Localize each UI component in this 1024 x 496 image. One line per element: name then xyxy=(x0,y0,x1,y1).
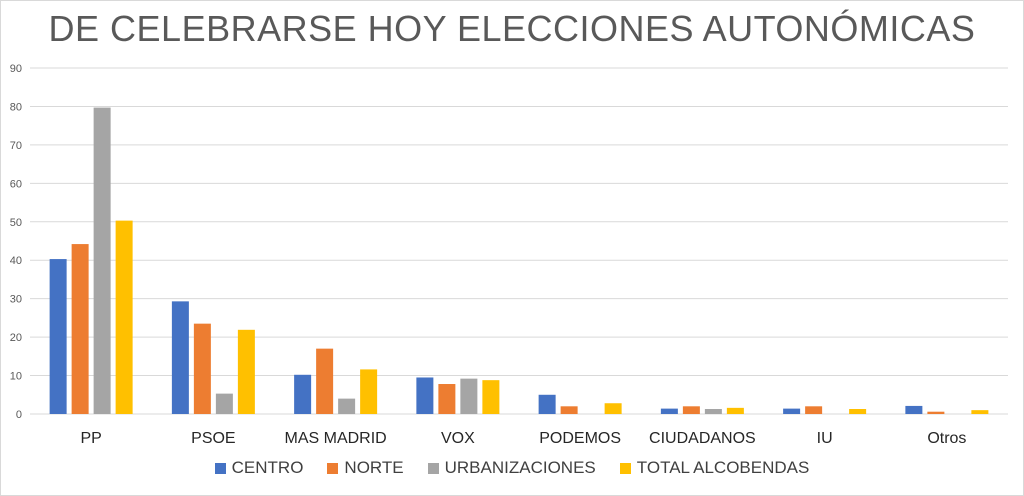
category-label: CIUDADANOS xyxy=(649,430,756,447)
bar-centro xyxy=(294,374,312,414)
bar-centro xyxy=(660,408,678,414)
bar-urbanizaciones xyxy=(338,398,356,414)
legend-item: TOTAL ALCOBENDAS xyxy=(619,458,810,478)
legend-item: CENTRO xyxy=(214,458,304,478)
legend-swatch xyxy=(214,462,226,474)
gridlines xyxy=(30,67,1008,415)
category-label: IU xyxy=(817,430,833,447)
y-tick-label: 50 xyxy=(10,217,22,229)
y-tick-label: 60 xyxy=(10,178,22,190)
bar-norte xyxy=(438,384,456,414)
bar-norte xyxy=(927,411,945,414)
category-label: Otros xyxy=(927,430,966,447)
bar-urbanizaciones xyxy=(704,409,722,414)
legend: CENTRO NORTE URBANIZACIONES TOTAL ALCOBENDA… xyxy=(0,458,1024,478)
category-label: PP xyxy=(80,430,101,447)
y-tick-label: 40 xyxy=(10,255,22,267)
legend-swatch xyxy=(327,462,339,474)
legend-label: CENTRO xyxy=(231,458,304,477)
y-axis-ticks: 0 10 20 30 40 50 60 70 80 90 xyxy=(10,63,22,421)
y-tick-label: 20 xyxy=(10,332,22,344)
bar-centro xyxy=(783,408,801,414)
bar-centro xyxy=(171,301,189,414)
bar-total-alcobendas xyxy=(360,369,378,414)
bar-total-alcobendas xyxy=(115,220,133,414)
bar-total-alcobendas xyxy=(237,329,255,414)
bar-centro xyxy=(905,405,923,414)
bar-urbanizaciones xyxy=(460,378,478,414)
bar-total-alcobendas xyxy=(971,410,989,414)
legend-item: NORTE xyxy=(327,458,404,478)
legend-label: NORTE xyxy=(344,458,404,477)
bar-norte xyxy=(560,406,578,414)
chart-title: DE CELEBRARSE HOY ELECCIONES AUTONÓMICAS xyxy=(48,8,976,49)
category-label: PODEMOS xyxy=(539,430,621,447)
bar-norte xyxy=(193,323,211,414)
bar-total-alcobendas xyxy=(849,409,867,414)
bar-norte xyxy=(805,406,823,414)
bar-urbanizaciones xyxy=(93,107,111,414)
legend-swatch xyxy=(619,462,631,474)
category-label: MAS MADRID xyxy=(285,430,387,447)
y-tick-label: 80 xyxy=(10,101,22,113)
y-tick-label: 10 xyxy=(10,371,22,383)
bar-norte xyxy=(71,244,89,414)
y-tick-label: 0 xyxy=(16,409,22,421)
bar-norte xyxy=(682,406,700,414)
legend-swatch xyxy=(427,462,439,474)
bars xyxy=(49,107,989,414)
bar-centro xyxy=(538,394,556,414)
y-tick-label: 90 xyxy=(10,63,22,75)
bar-norte xyxy=(316,348,334,414)
y-tick-label: 70 xyxy=(10,140,22,152)
legend-item: URBANIZACIONES xyxy=(427,458,596,478)
bar-centro xyxy=(416,377,434,414)
x-axis-categories: PP PSOE MAS MADRID VOX PODEMOS CIUDADANOS IU Ot… xyxy=(80,430,966,447)
bar-centro xyxy=(49,259,67,414)
legend-label: URBANIZACIONES xyxy=(444,458,596,477)
y-tick-label: 30 xyxy=(10,294,22,306)
bar-total-alcobendas xyxy=(604,403,622,414)
legend-label: TOTAL ALCOBENDAS xyxy=(636,458,810,477)
bar-total-alcobendas xyxy=(482,380,500,414)
category-label: PSOE xyxy=(191,430,235,447)
bar-urbanizaciones xyxy=(215,393,233,414)
bar-total-alcobendas xyxy=(726,407,744,414)
category-label: VOX xyxy=(441,430,475,447)
